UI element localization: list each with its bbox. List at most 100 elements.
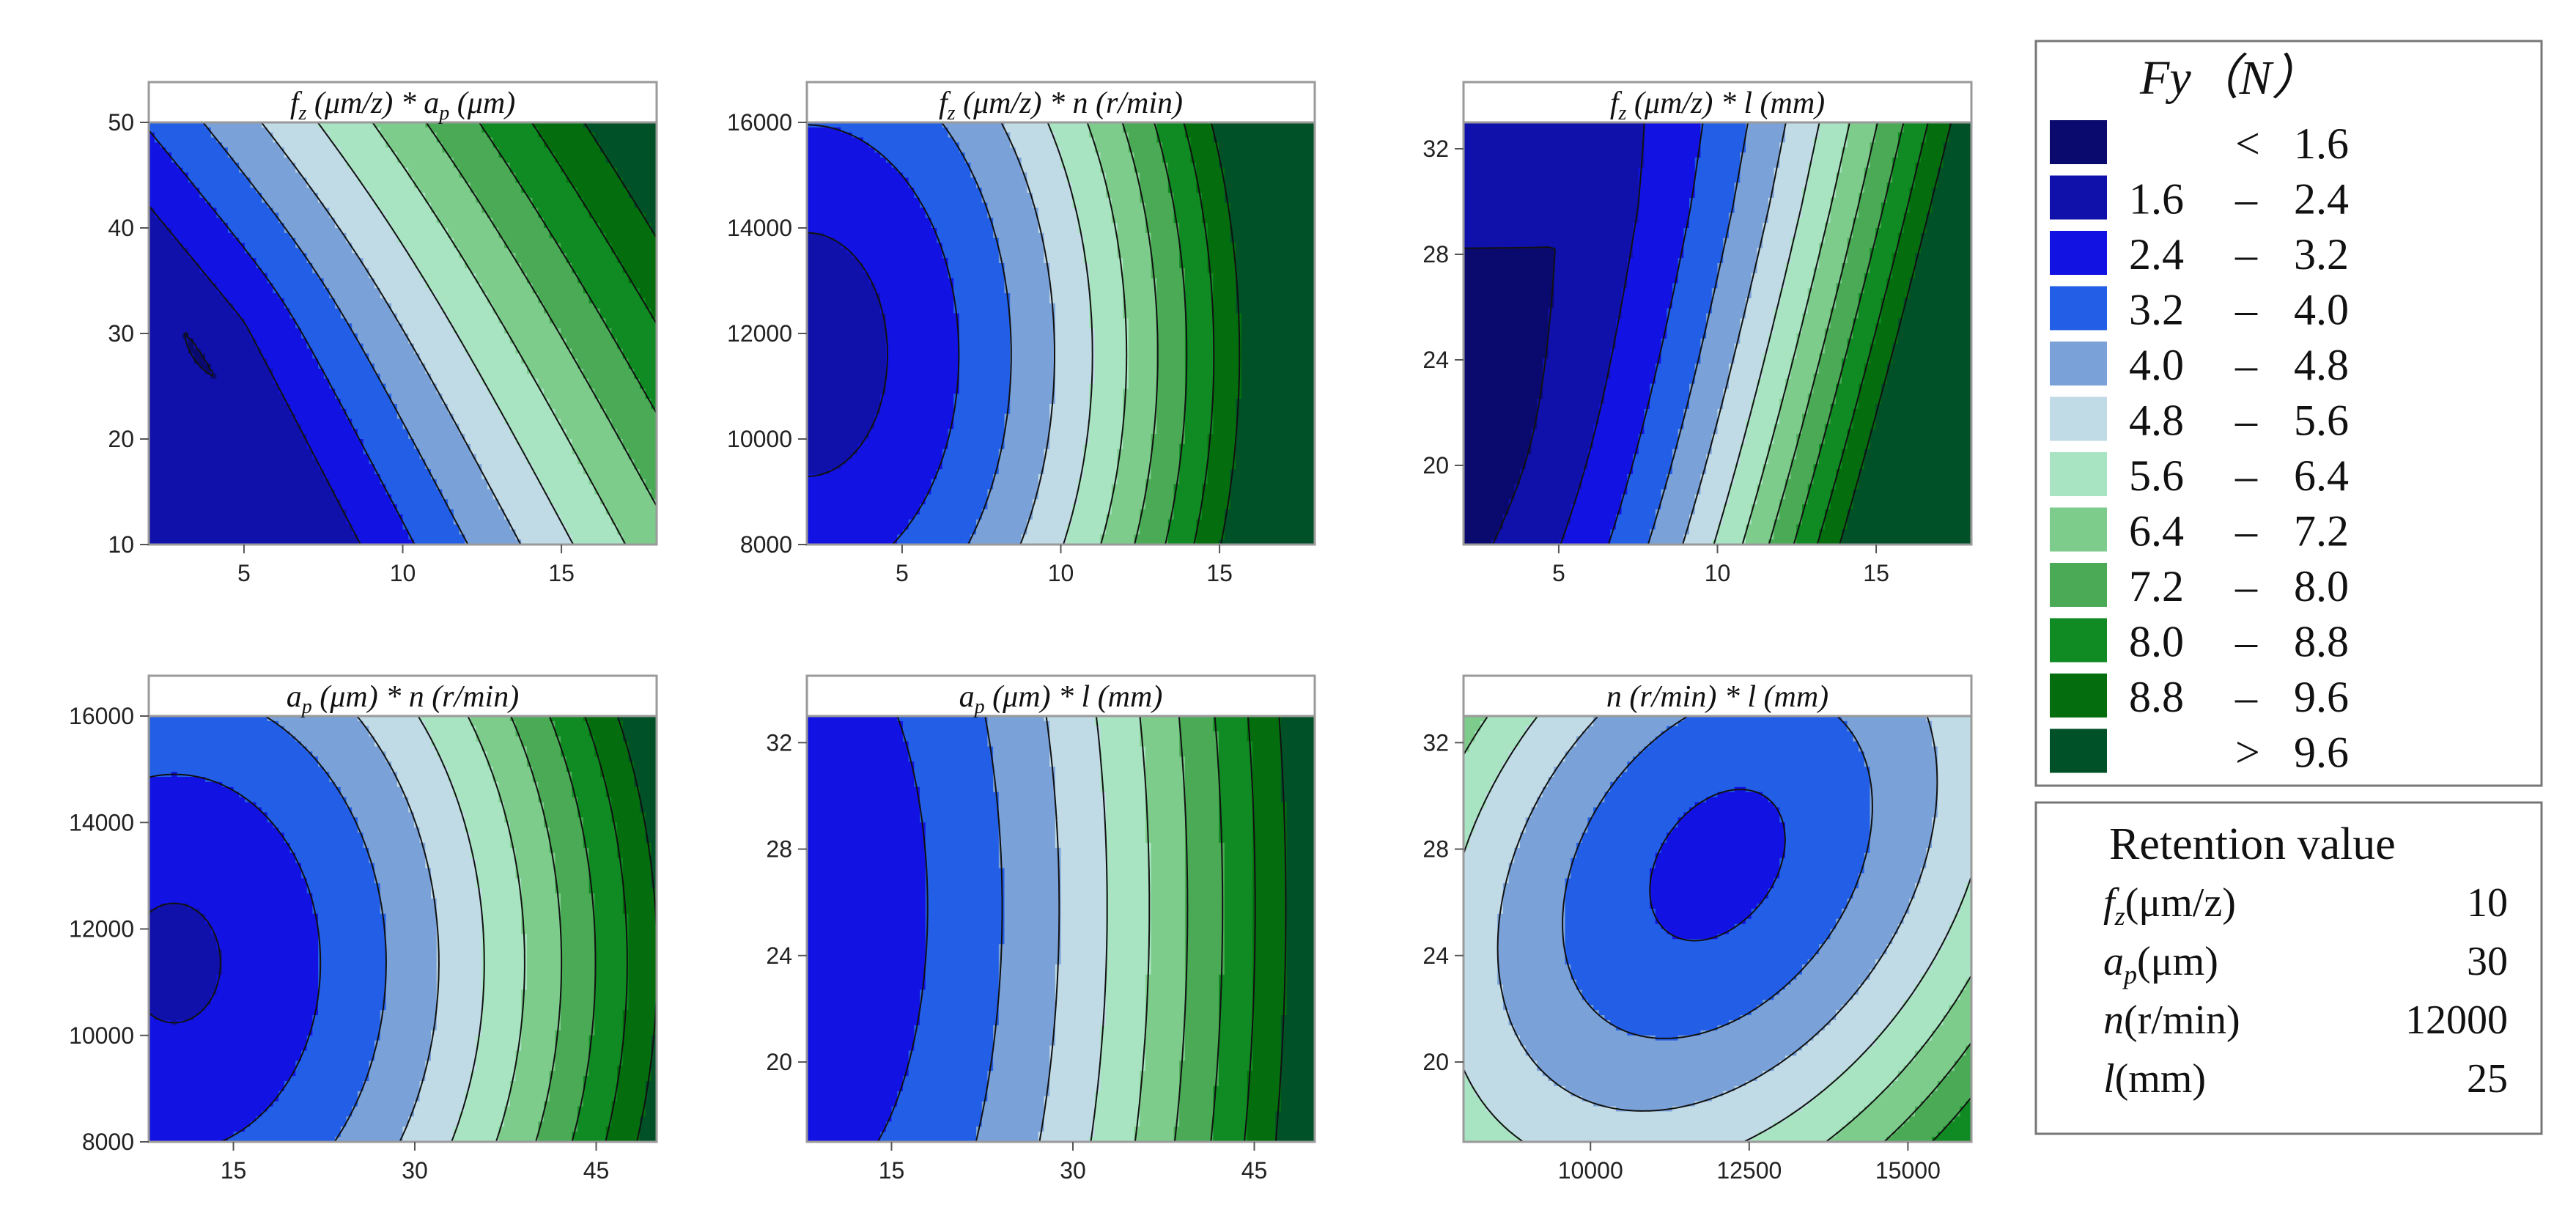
contour-cell (188, 333, 251, 339)
contour-cell (1728, 494, 1758, 501)
contour-cell (561, 913, 596, 920)
contour-cell (605, 786, 641, 793)
contour-cell (807, 767, 915, 772)
contour-cell (1796, 449, 1820, 455)
contour-cell (1728, 929, 1831, 935)
contour-cell (1196, 529, 1225, 536)
contour-cell (1106, 182, 1141, 188)
contour-cell (1213, 318, 1242, 325)
contour-cell (885, 358, 960, 364)
contour-cell (1179, 1071, 1219, 1077)
contour-cell (1886, 193, 1911, 199)
contour-cell (1909, 995, 1961, 1001)
contour-cell (1694, 509, 1724, 515)
contour-cell (549, 1091, 584, 1097)
contour-cell (1055, 1010, 1107, 1016)
contour-cell (1757, 383, 1786, 390)
contour-cell (600, 404, 652, 410)
contour-cell (1819, 127, 1848, 133)
contour-cell (1123, 298, 1158, 304)
contour-cell (1897, 248, 1922, 254)
contour-cell (1252, 873, 1288, 879)
contour-cell (481, 283, 534, 289)
contour-cell (1734, 188, 1775, 193)
contour-cell (1937, 777, 1971, 783)
contour-cell (1897, 328, 1971, 334)
contour-cell (1740, 318, 1775, 325)
contour-cell (622, 731, 657, 737)
contour-cell (1280, 1015, 1315, 1021)
contour-cell (1937, 786, 1971, 793)
contour-cell (312, 903, 381, 910)
contour-cell (1870, 772, 1938, 778)
contour-cell (346, 519, 404, 525)
contour-cell (193, 343, 257, 350)
contour-cell (1582, 833, 1667, 838)
contour-cell (1920, 979, 1967, 986)
contour-cell (1236, 308, 1315, 314)
contour-cell (470, 1081, 511, 1087)
contour-cell (1859, 293, 1888, 299)
contour-cell (897, 1091, 989, 1097)
contour-cell (385, 142, 443, 149)
contour-cell (1644, 137, 1702, 144)
contour-cell (1537, 408, 1600, 415)
contour-cell (1886, 1025, 1938, 1031)
contour-cell (1819, 944, 1888, 950)
contour-cell (1813, 268, 1842, 274)
contour-cell (300, 172, 358, 179)
contour-cell (1184, 1035, 1219, 1041)
contour-cell (419, 358, 471, 364)
contour-cell (807, 1071, 909, 1077)
contour-cell (340, 152, 398, 158)
contour-cell (149, 243, 183, 249)
contour-cell (481, 934, 528, 940)
x-tick-label: 45 (1241, 1157, 1268, 1184)
contour-cell (1049, 127, 1090, 133)
contour-cell (1179, 1116, 1214, 1123)
contour-cell (1286, 883, 1315, 889)
contour-cell (1830, 929, 1899, 935)
contour-cell (352, 323, 404, 329)
contour-cell (233, 1132, 342, 1137)
contour-cell (1903, 1000, 1955, 1006)
contour-cell (594, 132, 657, 139)
contour-cell (600, 142, 657, 149)
contour-cell (402, 424, 460, 430)
contour-cell (1184, 847, 1225, 854)
contour-cell (1881, 318, 1899, 325)
contour-cell (981, 514, 1033, 520)
contour-cell (1847, 338, 1876, 344)
contour-cell (1184, 1030, 1219, 1036)
contour-cell (171, 228, 229, 234)
contour-cell (538, 479, 590, 485)
contour-cell (807, 852, 926, 859)
contour-cell (1010, 323, 1056, 329)
contour-cell (1723, 514, 1752, 520)
contour-cell (1886, 288, 1911, 294)
contour-cell (1027, 519, 1073, 525)
contour-cell (476, 1040, 522, 1047)
contour-cell (465, 434, 517, 440)
contour-cell (1824, 939, 1893, 945)
contour-cell (1870, 767, 1938, 772)
contour-cell (149, 777, 206, 783)
contour-cell (942, 454, 1000, 460)
contour-line (1210, 716, 1224, 1142)
contour-cell (391, 499, 449, 505)
contour-cell (1151, 949, 1186, 955)
contour-cell (1224, 969, 1254, 975)
contour-cell (1943, 1015, 1971, 1021)
contour-cell (425, 726, 477, 732)
contour-cell (1847, 899, 1911, 904)
contour-cell (1757, 494, 1786, 501)
contour-cell (959, 142, 1011, 149)
contour-cell (807, 358, 887, 364)
contour-cell (908, 1050, 994, 1057)
contour-cell (1464, 827, 1476, 833)
contour-cell (1055, 1000, 1107, 1006)
contour-cell (1184, 863, 1225, 869)
contour-cell (594, 944, 630, 950)
contour-cell (1071, 188, 1107, 193)
contour-cell (1785, 822, 1871, 828)
